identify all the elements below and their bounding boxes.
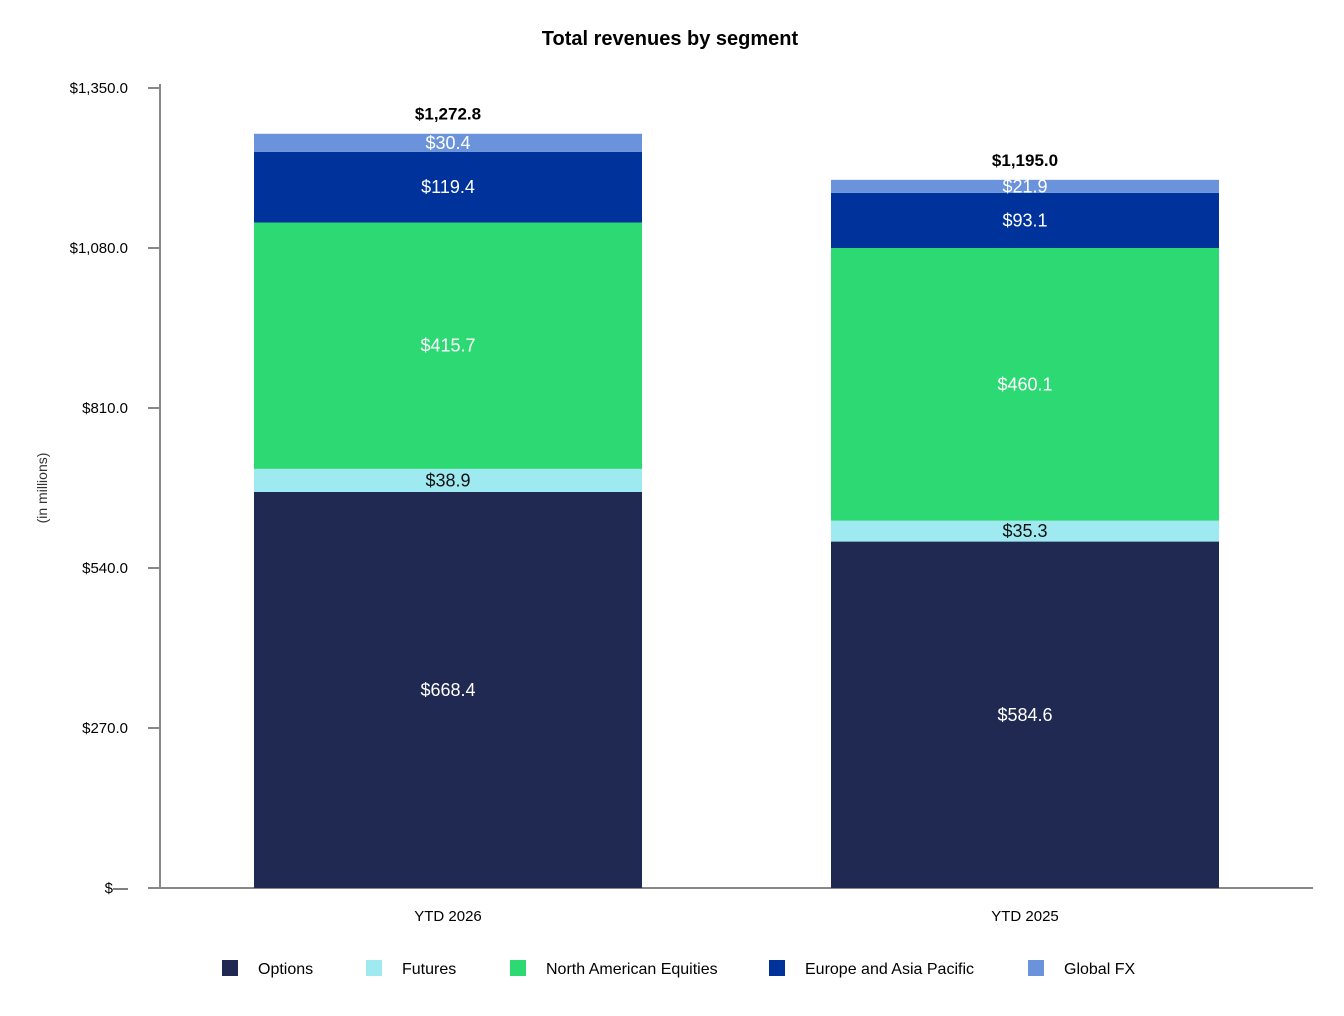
x-tick-label: YTD 2025 (991, 908, 1059, 925)
segment-value-label: $119.4 (421, 177, 475, 197)
legend-swatch (222, 960, 238, 976)
y-tick-label: $— (105, 880, 128, 897)
segment-value-label: $21.9 (1002, 176, 1047, 196)
legend-entry-label: Europe and Asia Pacific (805, 961, 974, 978)
bar-segment (831, 541, 1219, 888)
y-tick-label: $1,080.0 (70, 240, 128, 257)
legend-entry-label: North American Equities (546, 961, 718, 978)
y-tick-label: $270.0 (82, 720, 128, 737)
y-tick-label: $1,350.0 (70, 80, 128, 97)
segment-value-label: $584.6 (997, 705, 1052, 725)
segment-value-label: $460.1 (997, 374, 1052, 394)
legend-swatch (1028, 960, 1044, 976)
bar-segment (254, 222, 642, 469)
y-axis-label: (in millions) (34, 453, 50, 524)
segment-value-label: $415.7 (420, 336, 475, 356)
y-tick-label: $540.0 (82, 560, 128, 577)
segment-value-label: $35.3 (1002, 521, 1047, 541)
bar-segment (831, 520, 1219, 542)
legend-entry-label: Options (258, 961, 313, 978)
bar-segment (831, 192, 1219, 248)
total-value-label: $1,272.8 (415, 105, 481, 124)
legend-entry-label: Global FX (1064, 961, 1135, 978)
legend-swatch (769, 960, 785, 976)
y-tick-label: $810.0 (82, 400, 128, 417)
chart-title: Total revenues by segment (542, 28, 799, 50)
legend: Options Futures North American Equities Eur… (222, 960, 1135, 978)
bar-segment (254, 151, 642, 223)
bar-segment (254, 133, 642, 152)
legend-swatch (510, 960, 526, 976)
segment-value-label: $668.4 (420, 680, 475, 700)
legend-entry-label: Futures (402, 961, 456, 978)
segment-value-label: $93.1 (1002, 210, 1047, 230)
x-tick-label: YTD 2026 (414, 908, 482, 925)
bars: $668.4 $38.9 $415.7 $119.4 $30.4 $1,272.8 YTD … (254, 105, 1219, 925)
bar-segment (254, 491, 642, 888)
bar-segment (831, 179, 1219, 193)
segment-value-label: $38.9 (425, 470, 470, 490)
total-value-label: $1,195.0 (992, 151, 1058, 170)
bar-segment (831, 248, 1219, 521)
legend-swatch (366, 960, 382, 976)
segment-value-label: $30.4 (425, 133, 470, 153)
bar-segment (254, 468, 642, 492)
